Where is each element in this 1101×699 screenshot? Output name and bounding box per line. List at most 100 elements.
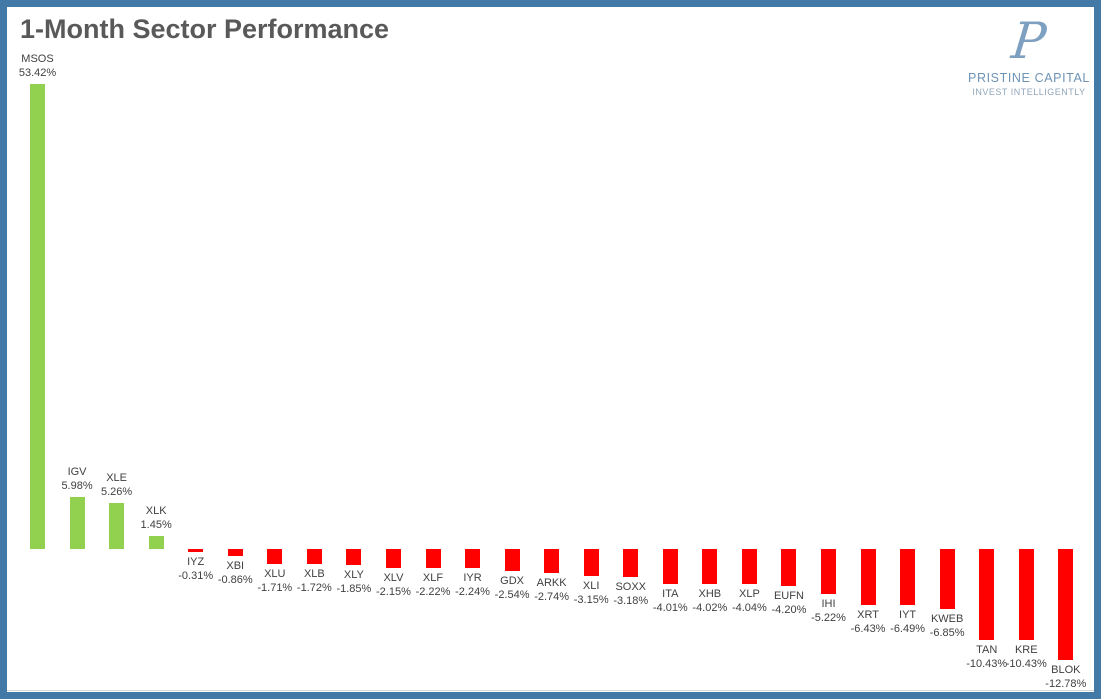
bar-ticker: IYT bbox=[899, 609, 917, 622]
bar-value: -6.85% bbox=[929, 626, 965, 639]
bar-ticker: IGV bbox=[67, 465, 87, 478]
bar-ticker: XLE bbox=[106, 472, 127, 485]
bar-ticker: GDX bbox=[500, 575, 525, 588]
bar-value: -0.86% bbox=[217, 574, 253, 587]
bar-label-SOXX: SOXX -3.18% bbox=[571, 580, 691, 608]
bar-ticker: SOXX bbox=[615, 580, 647, 593]
bar-value: -4.02% bbox=[692, 601, 728, 614]
bar-label-XBI: XBI -0.86% bbox=[175, 559, 295, 587]
bar-value: -1.71% bbox=[257, 581, 293, 594]
chart-bar-SOXX bbox=[623, 549, 639, 577]
bar-ticker: XLB bbox=[303, 567, 325, 580]
chart-bar-XBI bbox=[227, 549, 243, 557]
bar-label-XLV: XLV -2.15% bbox=[333, 571, 453, 599]
bar-ticker: XLK bbox=[145, 505, 167, 518]
bar-value: -3.15% bbox=[573, 594, 609, 607]
bar-ticker: XHB bbox=[698, 587, 722, 600]
bar-label-XRT: XRT -6.43% bbox=[808, 608, 928, 636]
bar-ticker: XRT bbox=[857, 608, 879, 621]
bar-label-BLOK: BLOK -12.78% bbox=[1006, 663, 1094, 691]
bar-value: -10.43% bbox=[1005, 657, 1047, 670]
bar-value: -2.24% bbox=[455, 586, 490, 599]
bar-value: -1.85% bbox=[336, 583, 372, 596]
bar-value: -4.01% bbox=[652, 601, 688, 614]
chart-bar-IYR bbox=[465, 549, 481, 569]
bar-ticker: IYZ bbox=[187, 555, 205, 568]
bar-label-XLP: XLP -4.04% bbox=[689, 587, 809, 615]
chart-bar-GDX bbox=[504, 549, 520, 572]
chart-bar-ARKK bbox=[544, 549, 560, 573]
chart-bottom-edge bbox=[7, 690, 1094, 691]
bar-label-KWEB: KWEB -6.85% bbox=[887, 612, 1007, 640]
chart-bar-IYT bbox=[900, 549, 916, 606]
bar-value: -0.31% bbox=[178, 569, 214, 582]
bar-value: -10.43% bbox=[966, 657, 1008, 670]
bar-value: -12.78% bbox=[1045, 678, 1087, 691]
chart-bar-KWEB bbox=[939, 549, 955, 609]
bar-value: -3.18% bbox=[613, 594, 649, 607]
bar-ticker: XLY bbox=[343, 569, 364, 582]
bar-ticker: XLF bbox=[422, 572, 444, 585]
bar-value: -2.74% bbox=[534, 590, 570, 603]
chart-bar-BLOK bbox=[1058, 549, 1074, 661]
bar-label-XLY: XLY -1.85% bbox=[294, 568, 414, 596]
bar-ticker: ITA bbox=[662, 587, 679, 600]
bar-label-XLF: XLF -2.22% bbox=[373, 571, 493, 599]
bar-value: -2.54% bbox=[494, 589, 530, 602]
bar-ticker: XLV bbox=[383, 571, 404, 584]
bar-label-ITA: ITA -4.01% bbox=[610, 587, 730, 615]
bar-ticker: MSOS bbox=[21, 53, 54, 66]
bar-ticker: XLI bbox=[582, 580, 600, 593]
chart-bar-XLK bbox=[148, 536, 164, 549]
chart-bar-IHI bbox=[821, 549, 836, 595]
bar-value: 5.98% bbox=[61, 479, 93, 492]
chart-bar-IYZ bbox=[188, 549, 204, 552]
chart-area: MSOS 53.42% IGV 5.98% XLE 5.26% XLK 1.45% IYZ -0.… bbox=[7, 7, 1094, 692]
bar-label-XLE: XLE 5.26% bbox=[57, 471, 177, 499]
bar-ticker: IHI bbox=[821, 598, 836, 611]
bar-label-XLK: XLK 1.45% bbox=[96, 504, 216, 532]
bar-value: -5.22% bbox=[811, 612, 846, 625]
bar-value: -2.15% bbox=[376, 585, 411, 598]
chart-title: 1-Month Sector Performance bbox=[20, 14, 390, 44]
chart-bar-XLV bbox=[385, 549, 401, 568]
bar-ticker: BLOK bbox=[1051, 664, 1081, 677]
chart-bar-KRE bbox=[1018, 549, 1034, 640]
bar-label-IYR: IYR -2.24% bbox=[413, 571, 533, 599]
bar-value: -1.72% bbox=[296, 581, 332, 594]
bar-label-ARKK: ARKK -2.74% bbox=[492, 576, 612, 604]
chart-bar-TAN bbox=[979, 549, 995, 640]
bar-ticker: TAN bbox=[976, 643, 998, 656]
chart-bar-XLF bbox=[425, 549, 441, 569]
bar-value: -6.49% bbox=[890, 623, 926, 636]
bar-value: -6.43% bbox=[850, 622, 886, 635]
bar-label-TAN: TAN -10.43% bbox=[927, 643, 1047, 671]
chart-bar-XHB bbox=[702, 549, 718, 584]
chart-bar-MSOS bbox=[30, 84, 45, 549]
chart-bar-XLI bbox=[583, 549, 599, 577]
bar-value: -4.04% bbox=[731, 602, 767, 615]
bar-ticker: XLP bbox=[738, 588, 760, 601]
bar-value: 53.42% bbox=[18, 67, 57, 80]
bar-label-EUFN: EUFN -4.20% bbox=[729, 589, 849, 617]
bar-label-XLB: XLB -1.72% bbox=[254, 567, 374, 595]
bar-label-GDX: GDX -2.54% bbox=[452, 574, 572, 602]
bar-label-IGV: IGV 5.98% bbox=[17, 465, 137, 493]
chart-bar-ITA bbox=[662, 549, 678, 584]
bar-ticker: XLU bbox=[264, 567, 286, 580]
bar-label-IYT: IYT -6.49% bbox=[848, 608, 968, 636]
chart-bar-XRT bbox=[860, 549, 876, 605]
chart-bar-XLB bbox=[306, 549, 322, 564]
logo-company-name: PRISTINE CAPITAL bbox=[968, 71, 1090, 85]
bar-ticker: KWEB bbox=[930, 612, 964, 625]
bar-ticker: IYR bbox=[463, 572, 482, 585]
bar-value: -4.20% bbox=[771, 603, 807, 616]
bar-ticker: ARKK bbox=[536, 576, 567, 589]
chart-bar-XLY bbox=[346, 549, 362, 566]
bar-label-XLI: XLI -3.15% bbox=[531, 579, 651, 607]
bar-label-KRE: KRE -10.43% bbox=[966, 643, 1086, 671]
bar-label-XLU: XLU -1.71% bbox=[215, 567, 335, 595]
bar-label-IHI: IHI -5.22% bbox=[769, 597, 889, 625]
bar-value: 1.45% bbox=[140, 519, 172, 532]
